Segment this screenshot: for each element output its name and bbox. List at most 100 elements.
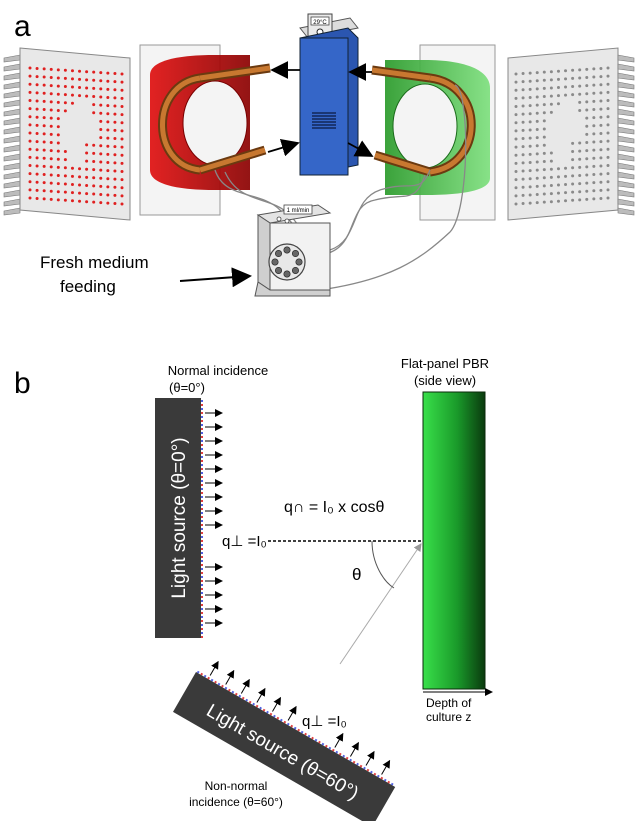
led-dot bbox=[106, 95, 110, 99]
peristaltic-pump: 1 ml/min bbox=[254, 204, 332, 297]
led-dot bbox=[571, 190, 575, 194]
red-reactor bbox=[139, 44, 271, 216]
led-dot bbox=[63, 150, 67, 154]
fin bbox=[617, 171, 635, 180]
led-dot bbox=[49, 173, 53, 177]
led-dot bbox=[293, 726, 297, 730]
led-dot bbox=[28, 147, 32, 151]
led-dot bbox=[585, 165, 589, 169]
led-dot bbox=[280, 718, 283, 722]
led-dot bbox=[113, 112, 117, 116]
led-dot bbox=[49, 157, 53, 161]
led-dot bbox=[521, 80, 525, 84]
led-dot bbox=[345, 756, 349, 760]
led-dot bbox=[318, 740, 321, 744]
led-dot bbox=[535, 192, 539, 196]
led-dot bbox=[85, 78, 89, 82]
led-dot bbox=[201, 508, 203, 510]
led-dot bbox=[352, 760, 356, 764]
led-dot bbox=[42, 108, 46, 112]
fin bbox=[617, 144, 635, 153]
led-dot bbox=[535, 103, 539, 107]
led-dot bbox=[42, 91, 46, 95]
led-dot bbox=[521, 193, 525, 197]
left-led-panel bbox=[3, 47, 131, 221]
led-dot bbox=[535, 127, 539, 131]
nonnormal-label-line2: incidence (θ=60°) bbox=[189, 795, 283, 809]
roller bbox=[275, 266, 283, 274]
led-dot bbox=[535, 168, 539, 172]
led-dot bbox=[514, 129, 518, 133]
led-dot bbox=[113, 72, 117, 76]
led-dot bbox=[42, 164, 46, 168]
led-dot bbox=[106, 79, 110, 83]
led-dot bbox=[42, 181, 46, 185]
led-dot bbox=[599, 148, 603, 152]
led-dot bbox=[606, 123, 610, 127]
temperature-controller: 29°C bbox=[299, 13, 359, 176]
led-dot bbox=[542, 103, 546, 107]
led-dot bbox=[210, 678, 214, 682]
led-dot bbox=[78, 85, 82, 89]
led-dot bbox=[521, 88, 525, 92]
led-dot bbox=[585, 197, 589, 201]
heater-display: 29°C bbox=[313, 20, 327, 26]
roller bbox=[283, 246, 291, 254]
led-dot bbox=[321, 742, 325, 746]
led-dot bbox=[113, 185, 117, 189]
led-dot bbox=[106, 112, 110, 116]
fin bbox=[617, 63, 635, 72]
led-dot bbox=[201, 492, 203, 494]
led-dot bbox=[63, 109, 67, 113]
led-dot bbox=[113, 104, 117, 108]
led-dot bbox=[120, 105, 124, 108]
led-dot bbox=[528, 152, 532, 156]
led-dot bbox=[201, 436, 203, 438]
led-dot bbox=[578, 165, 582, 169]
led-dot bbox=[70, 69, 74, 73]
led-dot bbox=[56, 84, 60, 88]
led-dot bbox=[42, 189, 46, 193]
led-dot bbox=[201, 624, 203, 626]
led-dot bbox=[592, 173, 596, 177]
feed-label-line1: Fresh medium bbox=[40, 253, 149, 272]
led-dot bbox=[201, 444, 203, 446]
led-dot bbox=[549, 94, 553, 98]
led-dot bbox=[42, 148, 46, 152]
led-dot bbox=[99, 184, 103, 188]
led-dot bbox=[359, 764, 363, 768]
led-dot bbox=[99, 152, 103, 156]
led-dot bbox=[259, 706, 262, 710]
led-dot bbox=[120, 194, 124, 198]
fin bbox=[617, 153, 635, 162]
led-dot bbox=[56, 100, 60, 104]
led-dot bbox=[113, 193, 117, 197]
led-dot bbox=[70, 174, 74, 178]
led-dot bbox=[535, 87, 539, 91]
fin bbox=[3, 126, 21, 135]
led-dot bbox=[606, 74, 610, 78]
light-arrow bbox=[240, 678, 250, 694]
led-dot bbox=[521, 169, 525, 173]
led-dot bbox=[201, 472, 203, 474]
led-dot bbox=[207, 676, 210, 680]
fin bbox=[3, 207, 21, 216]
led-dot bbox=[592, 99, 596, 103]
fin bbox=[3, 198, 21, 207]
fin bbox=[3, 153, 21, 162]
led-dot bbox=[49, 76, 53, 80]
led-dot bbox=[528, 71, 532, 75]
led-dot bbox=[49, 189, 53, 193]
led-dot bbox=[42, 116, 46, 120]
led-dot bbox=[106, 128, 110, 132]
led-dot bbox=[92, 86, 96, 90]
led-dot bbox=[564, 183, 568, 187]
led-dot bbox=[92, 70, 96, 74]
led-dot bbox=[85, 86, 89, 90]
depth-label-line2: culture z bbox=[426, 710, 471, 724]
led-dot bbox=[542, 119, 546, 123]
fin bbox=[617, 99, 635, 108]
led-dot bbox=[556, 85, 560, 89]
led-dot bbox=[63, 101, 67, 105]
led-dot bbox=[273, 714, 276, 718]
